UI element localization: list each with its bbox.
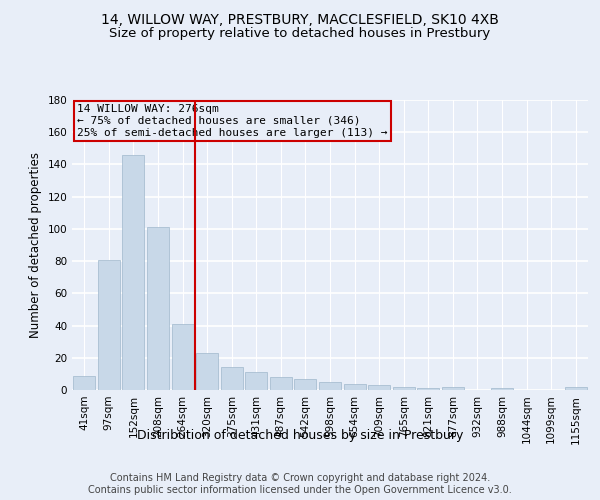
Bar	[73, 376, 95, 390]
Bar	[147, 228, 169, 390]
Text: 14 WILLOW WAY: 276sqm
← 75% of detached houses are smaller (346)
25% of semi-det: 14 WILLOW WAY: 276sqm ← 75% of detached …	[77, 104, 388, 138]
Bar	[98, 260, 120, 390]
Text: 14, WILLOW WAY, PRESTBURY, MACCLESFIELD, SK10 4XB: 14, WILLOW WAY, PRESTBURY, MACCLESFIELD,…	[101, 12, 499, 26]
Y-axis label: Number of detached properties: Number of detached properties	[29, 152, 42, 338]
Text: Contains HM Land Registry data © Crown copyright and database right 2024.
Contai: Contains HM Land Registry data © Crown c…	[88, 474, 512, 495]
Bar	[491, 388, 513, 390]
Bar	[417, 388, 439, 390]
Bar	[245, 372, 268, 390]
Bar	[172, 324, 194, 390]
Bar	[344, 384, 365, 390]
Text: Size of property relative to detached houses in Prestbury: Size of property relative to detached ho…	[109, 28, 491, 40]
Bar	[221, 368, 243, 390]
Bar	[565, 387, 587, 390]
Bar	[392, 387, 415, 390]
Bar	[442, 387, 464, 390]
Bar	[270, 377, 292, 390]
Bar	[368, 385, 390, 390]
Bar	[122, 155, 145, 390]
Bar	[319, 382, 341, 390]
Text: Distribution of detached houses by size in Prestbury: Distribution of detached houses by size …	[137, 428, 463, 442]
Bar	[196, 353, 218, 390]
Bar	[295, 378, 316, 390]
